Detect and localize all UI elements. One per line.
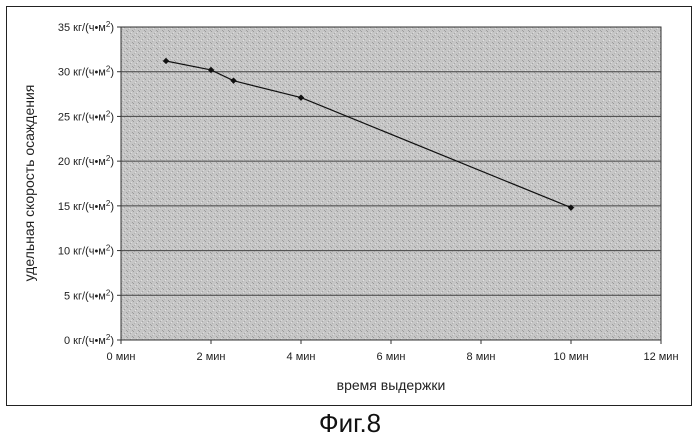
y-tick-label-6: 30 кг/(ч•м2): [58, 65, 114, 79]
y-tick-label-5: 25 кг/(ч•м2): [58, 109, 114, 123]
x-tick-label-3: 6 мин: [377, 351, 406, 363]
x-tick-label-4: 8 мин: [467, 351, 496, 363]
line-chart: 0 кг/(ч•м2) 5 кг/(ч•м2) 10 кг/(ч•м2) 15 кг/…: [21, 20, 679, 393]
y-axis-ticks: 0 кг/(ч•м2) 5 кг/(ч•м2) 10 кг/(ч•м2) 15 кг/…: [58, 20, 121, 347]
x-tick-label-1: 2 мин: [197, 351, 226, 363]
y-tick-label-2: 10 кг/(ч•м2): [58, 244, 114, 258]
plot-area: [120, 26, 662, 341]
data-point-0-1: [207, 66, 215, 74]
y-tick-label-0: 0 кг/(ч•м2): [64, 333, 114, 347]
x-axis-ticks: 0 мин 2 мин 4 мин 6 мин 8 мин 10 мин 12 мин: [107, 340, 679, 363]
x-tick-label-2: 4 мин: [287, 351, 316, 363]
figure-caption: Фиг.8: [318, 408, 382, 438]
data-point-0-0: [162, 57, 170, 65]
y-tick-label-3: 15 кг/(ч•м2): [58, 199, 114, 213]
y-tick-label-7: 35 кг/(ч•м2): [58, 20, 114, 34]
x-tick-label-6: 12 мин: [643, 351, 678, 363]
x-tick-label-5: 10 мин: [553, 351, 588, 363]
y-tick-label-1: 5 кг/(ч•м2): [64, 288, 114, 302]
y-axis-title: удельная скорость осаждения: [21, 85, 37, 282]
x-axis-title: время выдержки: [337, 377, 446, 393]
figure-frame: 0 кг/(ч•м2) 5 кг/(ч•м2) 10 кг/(ч•м2) 15 кг/…: [6, 6, 692, 406]
data-point-0-3: [297, 94, 305, 101]
data-point-0-2: [230, 77, 237, 84]
series-layer: [162, 57, 575, 211]
y-tick-label-4: 20 кг/(ч•м2): [58, 154, 114, 168]
x-tick-label-0: 0 мин: [107, 351, 136, 363]
data-point-0-4: [567, 204, 575, 211]
